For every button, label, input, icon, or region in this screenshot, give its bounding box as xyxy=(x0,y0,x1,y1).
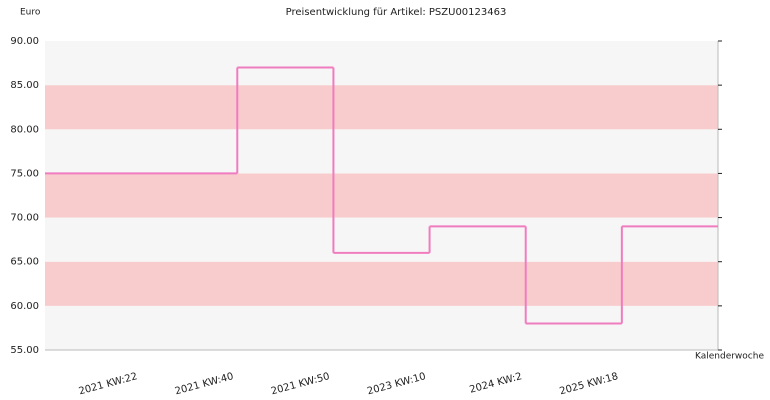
background-band xyxy=(45,85,718,130)
y-tick-label: 80.00 xyxy=(10,124,39,135)
y-tick-label: 60.00 xyxy=(10,301,39,312)
y-tick-label: 90.00 xyxy=(10,36,39,47)
chart-title: Preisentwicklung für Artikel: PSZU001234… xyxy=(286,7,507,18)
background-band xyxy=(45,305,718,350)
y-tick-label: 65.00 xyxy=(10,257,39,268)
x-axis-label: Kalenderwoche xyxy=(695,352,764,362)
x-tick-label: 2021 KW:40 xyxy=(174,371,235,397)
background-band xyxy=(45,217,718,262)
y-tick-label: 75.00 xyxy=(10,168,39,179)
x-tick-label: 2021 KW:22 xyxy=(78,371,139,397)
x-tick-label: 2024 KW:2 xyxy=(468,371,523,396)
x-tick-label: 2023 KW:10 xyxy=(366,371,427,397)
x-tick-label: 2025 KW:18 xyxy=(558,371,619,397)
y-axis-label: Euro xyxy=(20,8,41,18)
background-band xyxy=(45,261,718,306)
y-tick-label: 85.00 xyxy=(10,80,39,91)
y-tick-label: 55.00 xyxy=(10,345,39,356)
x-tick-label: 2021 KW:50 xyxy=(270,371,331,397)
background-band xyxy=(45,173,718,218)
background-band xyxy=(45,129,718,174)
y-tick-label: 70.00 xyxy=(10,213,39,224)
background-band xyxy=(45,41,718,86)
